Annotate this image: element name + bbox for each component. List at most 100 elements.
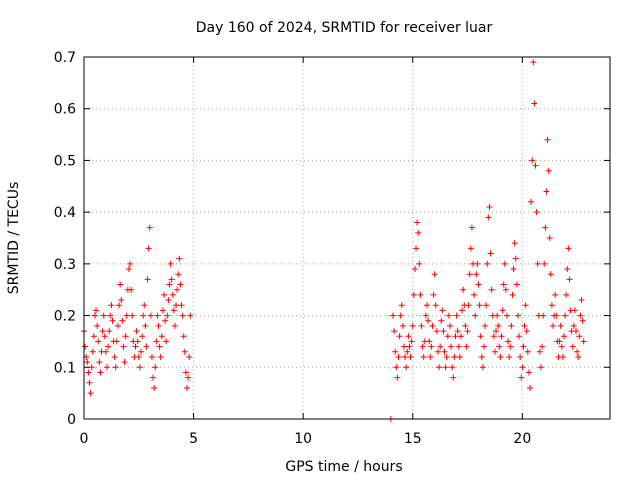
- data-point: [185, 374, 192, 381]
- data-point: [133, 328, 140, 335]
- data-point: [534, 260, 541, 267]
- data-point: [576, 333, 583, 340]
- data-point: [186, 353, 193, 360]
- data-point: [151, 384, 158, 391]
- data-point: [474, 260, 481, 267]
- data-point: [453, 312, 460, 319]
- data-point: [508, 322, 515, 329]
- data-point: [432, 302, 439, 309]
- data-point: [105, 343, 112, 350]
- data-point: [102, 348, 109, 355]
- data-point: [167, 260, 174, 267]
- data-point: [178, 302, 185, 309]
- data-point: [541, 260, 548, 267]
- data-point: [140, 312, 147, 319]
- data-point: [111, 353, 118, 360]
- data-point: [540, 312, 547, 319]
- data-point: [448, 343, 455, 350]
- data-point: [523, 328, 530, 335]
- data-point: [556, 338, 563, 345]
- data-point: [546, 235, 553, 241]
- data-point: [159, 307, 166, 314]
- data-point: [150, 374, 157, 381]
- data-point: [531, 100, 538, 107]
- data-point: [443, 353, 450, 360]
- data-point: [399, 322, 406, 329]
- data-point: [553, 312, 560, 319]
- data-point: [483, 302, 490, 309]
- data-point: [562, 312, 569, 319]
- data-point: [478, 353, 485, 360]
- data-point: [109, 317, 116, 324]
- data-point: [454, 328, 461, 335]
- data-point: [176, 255, 183, 262]
- data-point: [139, 333, 146, 340]
- data-point: [500, 281, 507, 288]
- data-point: [108, 302, 115, 309]
- data-point: [524, 348, 531, 355]
- data-point: [520, 343, 527, 350]
- data-point: [434, 348, 441, 355]
- data-point: [170, 307, 177, 314]
- x-tick-label: 15: [404, 431, 422, 447]
- data-point: [539, 343, 546, 350]
- data-point: [112, 364, 119, 371]
- data-point: [488, 286, 495, 293]
- data-point: [180, 333, 187, 340]
- data-point: [438, 317, 445, 324]
- data-point: [420, 353, 427, 360]
- data-point: [135, 353, 142, 360]
- y-tick-label: 0.7: [54, 50, 76, 66]
- data-point: [118, 297, 125, 304]
- data-point: [122, 333, 129, 340]
- data-point: [575, 353, 582, 360]
- data-point: [465, 302, 472, 309]
- data-point: [144, 276, 151, 283]
- data-point: [175, 271, 182, 278]
- data-point: [499, 307, 506, 314]
- data-point: [455, 343, 462, 350]
- data-point: [119, 317, 126, 324]
- data-point: [490, 333, 497, 340]
- data-point: [137, 348, 144, 355]
- data-point: [127, 260, 134, 267]
- data-point: [147, 312, 154, 319]
- data-point: [182, 369, 189, 376]
- data-point: [171, 322, 178, 329]
- data-point: [100, 312, 107, 319]
- data-point: [573, 328, 580, 335]
- data-point: [426, 338, 433, 345]
- data-point: [513, 281, 520, 288]
- data-point: [160, 291, 167, 298]
- data-point: [82, 343, 89, 350]
- data-point: [410, 291, 417, 298]
- data-point: [449, 364, 456, 371]
- data-point: [423, 302, 430, 309]
- data-point: [475, 281, 482, 288]
- data-point: [90, 333, 97, 340]
- data-point: [527, 384, 534, 391]
- data-point: [174, 286, 181, 293]
- data-point: [106, 328, 113, 335]
- data-point: [512, 255, 519, 262]
- data-point: [400, 343, 407, 350]
- data-point: [425, 317, 432, 324]
- data-point: [409, 322, 416, 329]
- data-point: [497, 353, 504, 360]
- data-point: [179, 312, 186, 319]
- data-point: [548, 302, 555, 309]
- data-point: [447, 322, 454, 329]
- x-axis-label: GPS time / hours: [285, 459, 402, 475]
- y-tick-label: 0.6: [54, 102, 76, 118]
- data-point: [398, 302, 405, 309]
- data-point: [566, 276, 573, 283]
- data-point: [162, 317, 169, 324]
- data-point: [86, 379, 93, 386]
- data-point: [414, 219, 421, 226]
- data-point: [480, 343, 487, 350]
- data-point: [394, 374, 401, 381]
- data-point: [545, 167, 552, 174]
- data-point: [417, 291, 424, 298]
- data-point: [116, 302, 123, 309]
- data-point: [134, 338, 141, 345]
